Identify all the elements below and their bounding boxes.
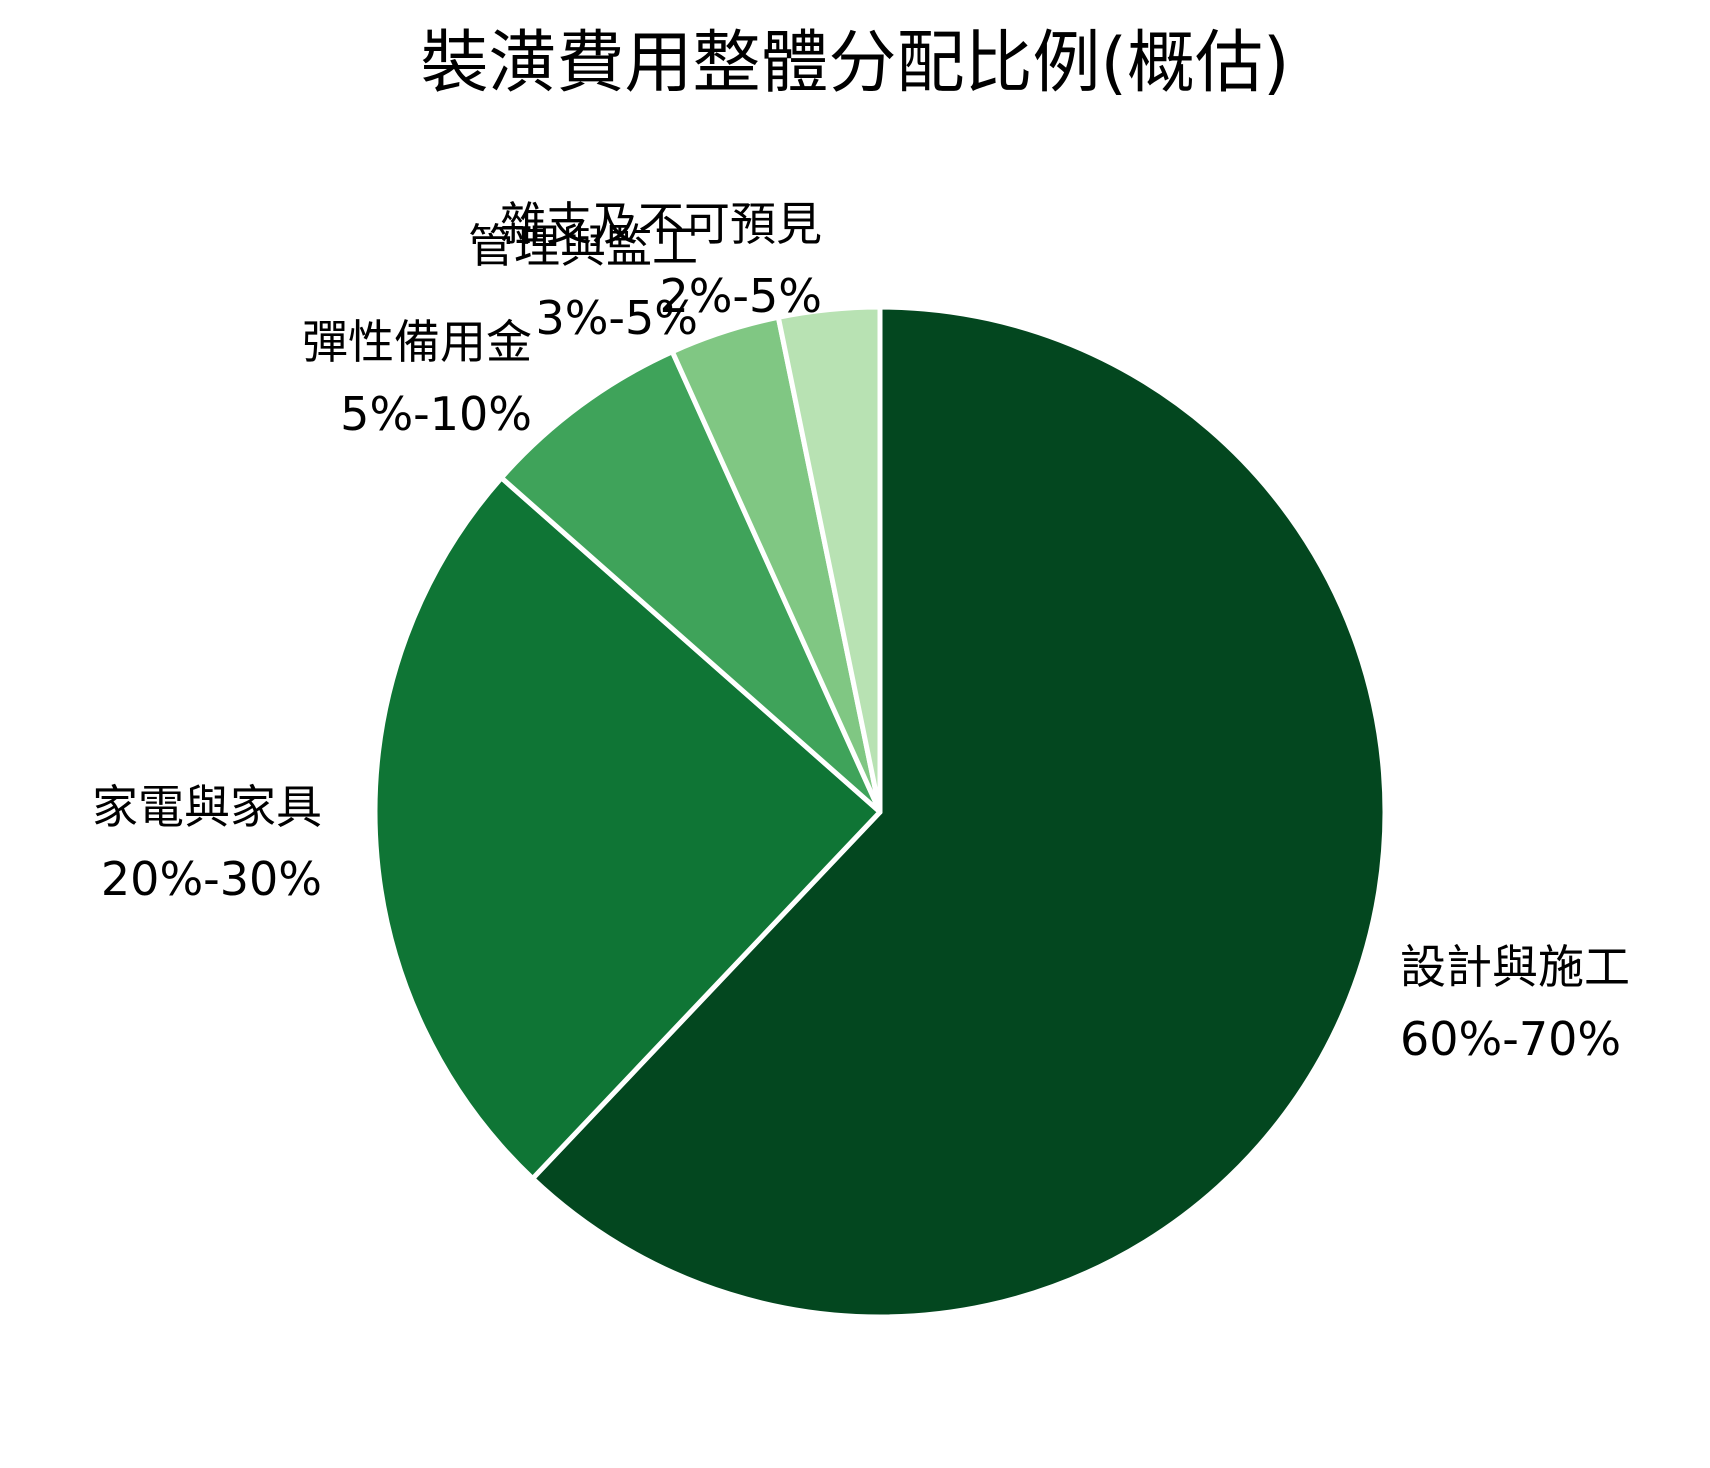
slice-label-name: 設計與施工 [1400,940,1630,994]
slice-label-range: 20%-30% [101,852,322,906]
slice-label-name: 雜支及不可預見 [500,197,822,251]
slice-label-range: 2%-5% [659,269,822,323]
pie-slice [775,304,883,815]
slice-label-range: 60%-70% [1400,1012,1621,1066]
pie-labels: 設計與施工 60%-70% 家電與家具 20%-30% 彈性備用金 5%-10% 管理與監工… [92,197,1630,1066]
slice-label-range: 5%-10% [340,387,532,441]
slice-label-range: 3%-5% [535,291,698,345]
pie-slices [372,304,1388,1320]
slice-label-name: 彈性備用金 [302,315,532,369]
pie-slice [372,475,883,1182]
slice-label-name: 管理與監工 [468,219,698,273]
chart-title: 裝潢費用整體分配比例(概估) [420,24,1290,103]
pie-slice [530,304,1388,1320]
pie-slice [498,349,883,815]
slice-label-name: 家電與家具 [92,780,322,834]
